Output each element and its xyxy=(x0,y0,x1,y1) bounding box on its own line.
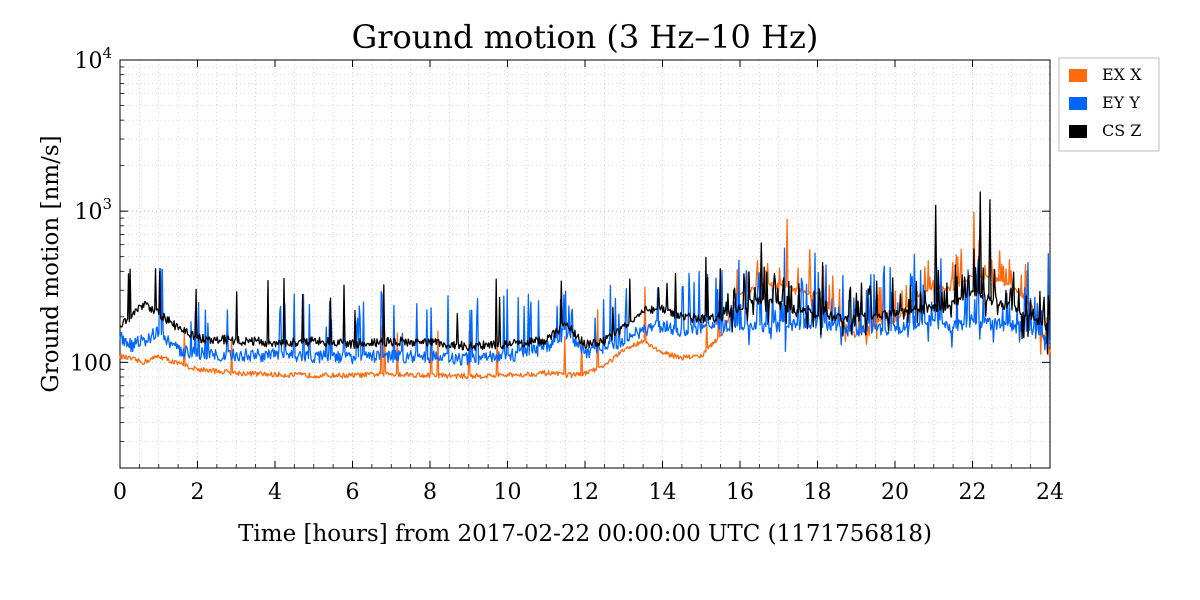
series-line-ex-x xyxy=(119,211,1051,380)
x-tick-label: 8 xyxy=(423,480,437,505)
y-tick-label: 100 xyxy=(70,351,112,376)
legend-label-cs-z: CS Z xyxy=(1102,121,1141,140)
y-axis-label: Ground motion [nm/s] xyxy=(38,135,64,392)
series-spike-ex-x xyxy=(807,249,812,293)
x-axis-label: Time [hours] from 2017-02-22 00:00:00 UT… xyxy=(238,521,932,547)
series-spike-cs-z xyxy=(759,242,764,301)
x-tick-label: 22 xyxy=(959,480,987,505)
legend: EX X EY Y CS Z xyxy=(1058,57,1160,152)
y-tick-label: 104 xyxy=(74,44,112,74)
series-line-ey-y xyxy=(119,247,1051,366)
y-axis-ticks: 100 103 104 xyxy=(70,44,1050,442)
x-tick-label: 16 xyxy=(726,480,754,505)
series-spike-cs-z xyxy=(988,199,992,299)
legend-swatch-ey-y xyxy=(1069,97,1087,110)
x-tick-label: 0 xyxy=(113,480,127,505)
legend-label-ex-x: EX X xyxy=(1102,65,1142,84)
x-tick-label: 4 xyxy=(268,480,282,505)
series-line-cs-z xyxy=(119,248,1051,355)
x-tick-label: 2 xyxy=(191,480,205,505)
series-spike-ex-x xyxy=(997,250,1002,282)
x-tick-label: 20 xyxy=(881,480,909,505)
x-tick-label: 24 xyxy=(1036,480,1064,505)
legend-label-ey-y: EY Y xyxy=(1102,93,1140,112)
chart-title: Ground motion (3 Hz–10 Hz) xyxy=(352,18,819,56)
legend-swatch-ex-x xyxy=(1069,69,1087,82)
y-tick-label: 103 xyxy=(74,195,112,225)
x-tick-label: 12 xyxy=(571,480,599,505)
x-tick-label: 10 xyxy=(494,480,522,505)
legend-swatch-cs-z xyxy=(1069,125,1087,138)
x-axis-ticks: 0 2 4 6 8 10 12 14 16 18 20 22 24 xyxy=(113,60,1064,505)
series-spike-ey-y xyxy=(912,254,917,324)
series-spike-cs-z xyxy=(933,204,938,308)
x-tick-label: 14 xyxy=(649,480,677,505)
x-tick-label: 18 xyxy=(804,480,832,505)
series-lines xyxy=(119,191,1051,380)
grid-lines xyxy=(120,60,1050,468)
x-tick-label: 6 xyxy=(346,480,360,505)
